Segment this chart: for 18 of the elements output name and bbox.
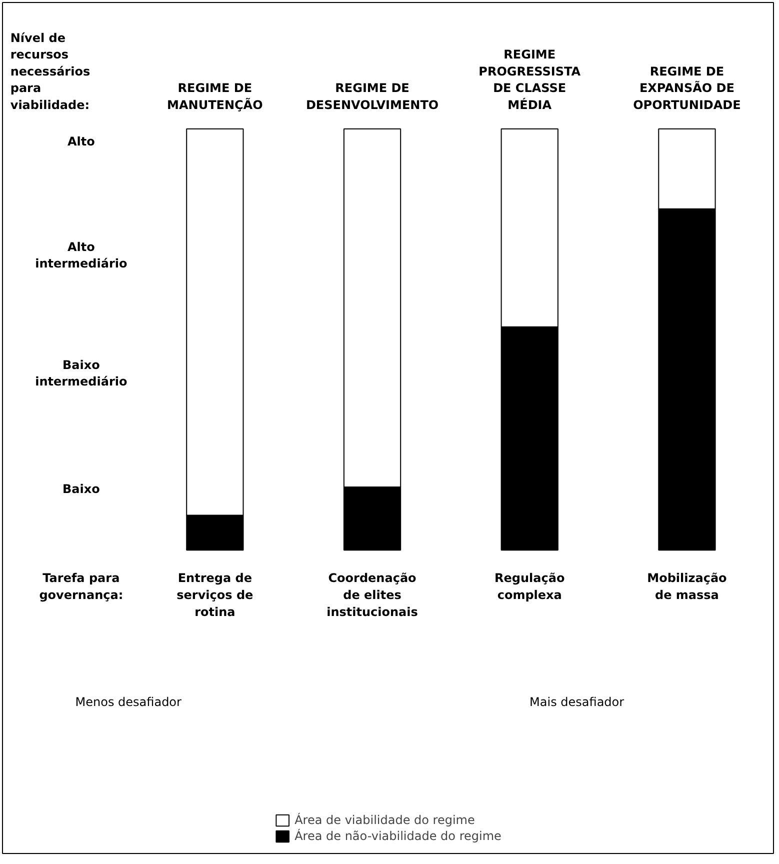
x-tick-label: REGIME DE DESENVOLVIMENTO [306, 81, 439, 112]
text: Mobilização de massa [647, 571, 727, 602]
text: Entrega de serviços de rotina [176, 571, 254, 619]
legend-label: Área de não-viabilidade do regime [294, 829, 502, 843]
x-tick-label: REGIME DE EXPANSÃO DE OPORTUNIDADE [633, 64, 741, 112]
text: Alto intermediário [35, 240, 128, 271]
text: Coordenação de elites institucionais [326, 571, 418, 619]
legend-label: Área de viabilidade do regime [294, 813, 475, 827]
x-tick-label: REGIME DE MANUTENÇÃO [167, 81, 263, 112]
text: Menos desafiador [75, 694, 182, 709]
text: Mais desafiador [530, 694, 624, 709]
text: Baixo intermediário [35, 358, 128, 389]
x-tick-label: REGIME PROGRESSISTA DE CLASSE MÉDIA [478, 48, 582, 112]
text: Baixo [62, 482, 100, 496]
text: Regulação complexa [494, 571, 565, 602]
text: Tarefa para governança: [39, 571, 124, 602]
y-axis-title: Nível de recursos necessários para viabilidade: [10, 30, 90, 112]
text: Alto [67, 134, 95, 149]
